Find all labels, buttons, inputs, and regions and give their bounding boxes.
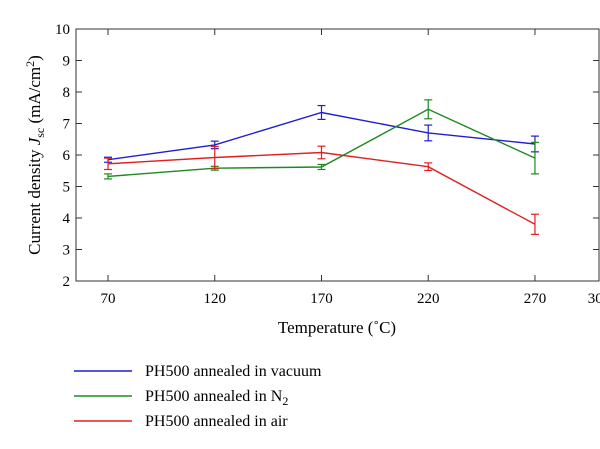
y-tick-label: 5 [63,180,71,196]
y-tick-label: 8 [63,85,71,101]
x-tick-label: 120 [204,291,227,307]
series-line [107,151,536,225]
x-tick-label: 70 [101,291,116,307]
legend-label: PH500 annealed in N2 [145,388,288,408]
y-axis-title: Current density Jsc (mA/cm2) [23,55,47,255]
legend-label: PH500 annealed in vacuum [145,363,322,380]
x-tick-label: 270 [524,291,547,307]
x-tick-label: 220 [417,291,440,307]
x-tick-label: 300 [588,291,600,307]
y-tick-label: 6 [63,148,71,164]
y-tick-label: 7 [63,117,71,133]
y-tick-label: 9 [63,54,71,70]
y-tick-label: 10 [55,22,70,38]
axis-ticks: 2 3 4 5 6 7 8 9 10 70 120 170 220 270 300 [55,22,600,307]
x-axis-title: Temperature (˚C) [278,318,396,337]
x-tick-label: 170 [310,291,333,307]
y-tick-label: 3 [63,243,71,259]
y-tick-label: 2 [63,274,71,290]
series-layer [104,99,539,235]
legend: PH500 annealed in vacuum PH500 annealed i… [74,363,322,430]
y-tick-label: 4 [63,211,71,227]
legend-label: PH500 annealed in air [145,413,288,430]
